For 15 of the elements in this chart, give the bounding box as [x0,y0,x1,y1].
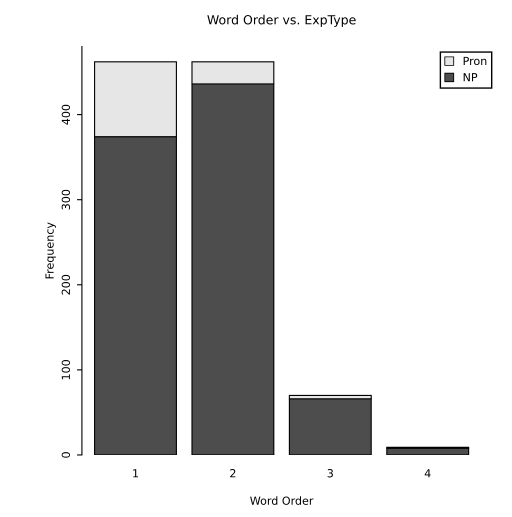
x-tick-label: 1 [133,469,138,478]
y-tick-label: 200 [62,274,70,295]
x-tick-label: 2 [230,469,236,478]
x-tick-label: 3 [328,469,333,478]
x-tick-label: 4 [424,469,431,478]
y-tick-label: 100 [62,360,70,380]
y-axis-title: Frequency [45,222,56,278]
x-axis-title: Word Order [250,496,314,505]
y-tick-label: 400 [62,104,70,125]
y-tick-label: 300 [62,190,70,210]
legend-label: NP [464,73,478,82]
chart-title: Word Order vs. ExpType [207,14,356,27]
y-tick-label: 0 [62,452,70,458]
legend-label: Pron [464,56,486,66]
bar [288,398,372,455]
